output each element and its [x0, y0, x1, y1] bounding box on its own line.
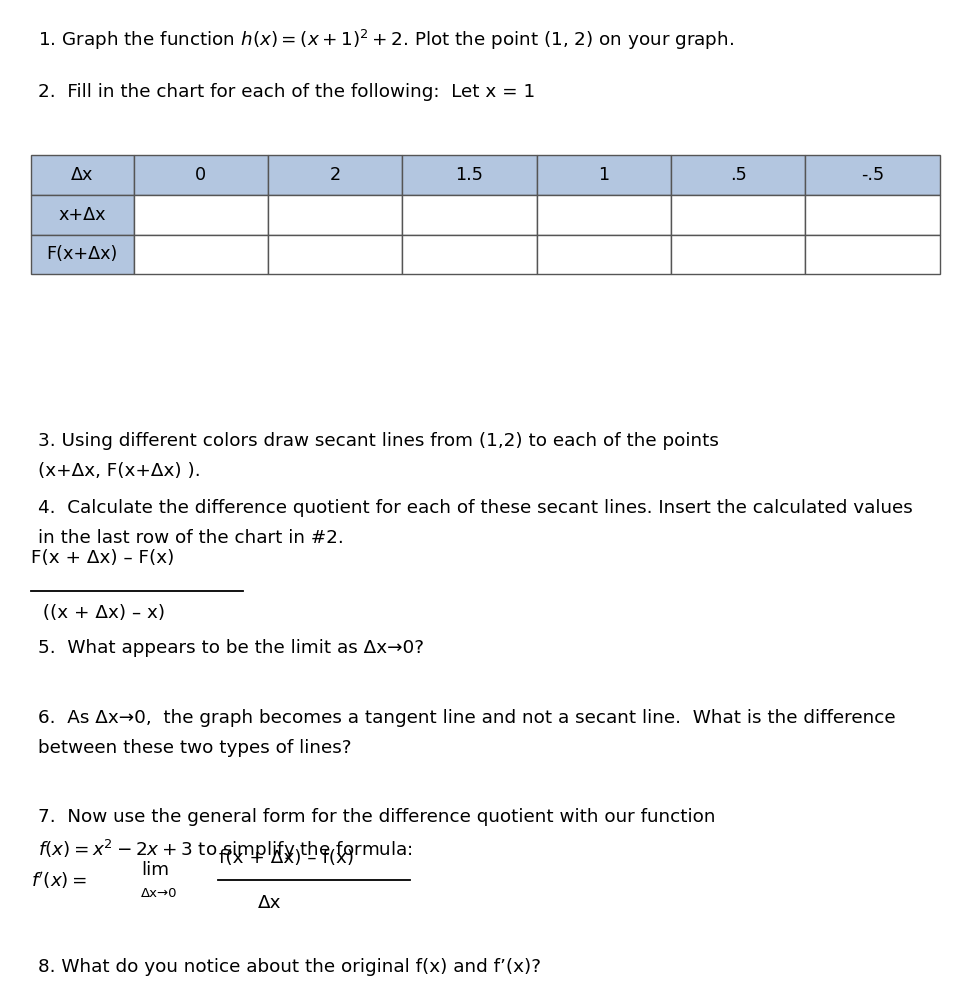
Bar [30, 155, 133, 195]
Bar [670, 155, 804, 195]
Text: 2: 2 [329, 166, 340, 184]
Text: $f'(x) =$: $f'(x) =$ [30, 869, 87, 891]
Bar [670, 195, 804, 235]
Text: -.5: -.5 [860, 166, 883, 184]
Bar [536, 235, 670, 274]
Text: Δx→0: Δx→0 [141, 886, 177, 900]
Text: 2.  Fill in the chart for each of the following:  Let x = 1: 2. Fill in the chart for each of the fol… [38, 83, 535, 101]
Text: 1: 1 [598, 166, 609, 184]
Text: lim: lim [141, 861, 169, 879]
Text: x+Δx: x+Δx [58, 206, 106, 224]
Bar [804, 155, 939, 195]
Text: 8. What do you notice about the original f(x) and f’(x)?: 8. What do you notice about the original… [38, 958, 540, 976]
Text: F(x + Δx) – F(x): F(x + Δx) – F(x) [30, 549, 173, 567]
Text: Δx: Δx [71, 166, 93, 184]
Bar [268, 195, 402, 235]
Text: ((x + Δx) – x): ((x + Δx) – x) [30, 604, 165, 622]
Text: 3. Using different colors draw secant lines from (1,2) to each of the points: 3. Using different colors draw secant li… [38, 432, 719, 450]
Text: 7.  Now use the general form for the difference quotient with our function: 7. Now use the general form for the diff… [38, 808, 715, 826]
Bar [30, 195, 133, 235]
Text: (x+Δx, F(x+Δx) ).: (x+Δx, F(x+Δx) ). [38, 462, 200, 480]
Bar [133, 195, 268, 235]
Text: 6.  As Δx→0,  the graph becomes a tangent line and not a secant line.  What is t: 6. As Δx→0, the graph becomes a tangent … [38, 709, 895, 727]
Text: 4.  Calculate the difference quotient for each of these secant lines. Insert the: 4. Calculate the difference quotient for… [38, 499, 912, 517]
Text: .5: .5 [729, 166, 746, 184]
Bar [402, 235, 536, 274]
Text: 5.  What appears to be the limit as Δx→0?: 5. What appears to be the limit as Δx→0? [38, 639, 424, 657]
Text: in the last row of the chart in #2.: in the last row of the chart in #2. [38, 529, 343, 547]
Text: 1. Graph the function $h(x) = (x + 1)^2 + 2$. Plot the point (1, 2) on your grap: 1. Graph the function $h(x) = (x + 1)^2 … [38, 28, 734, 52]
Text: F(x+Δx): F(x+Δx) [47, 246, 117, 263]
Bar [402, 155, 536, 195]
Bar [670, 235, 804, 274]
Text: 0: 0 [195, 166, 206, 184]
Bar [536, 155, 670, 195]
Text: $f(x) = x^2 - 2x + 3$ to simplify the formula:: $f(x) = x^2 - 2x + 3$ to simplify the fo… [38, 838, 413, 862]
Text: f(x + Δx) – f(x): f(x + Δx) – f(x) [219, 849, 355, 867]
Bar [133, 235, 268, 274]
Text: 1.5: 1.5 [455, 166, 483, 184]
Bar [133, 155, 268, 195]
Bar [804, 235, 939, 274]
Bar [536, 195, 670, 235]
Bar [30, 235, 133, 274]
Bar [804, 195, 939, 235]
Text: Δx: Δx [257, 894, 281, 912]
Text: between these two types of lines?: between these two types of lines? [38, 739, 352, 756]
Bar [268, 155, 402, 195]
Bar [402, 195, 536, 235]
Bar [268, 235, 402, 274]
